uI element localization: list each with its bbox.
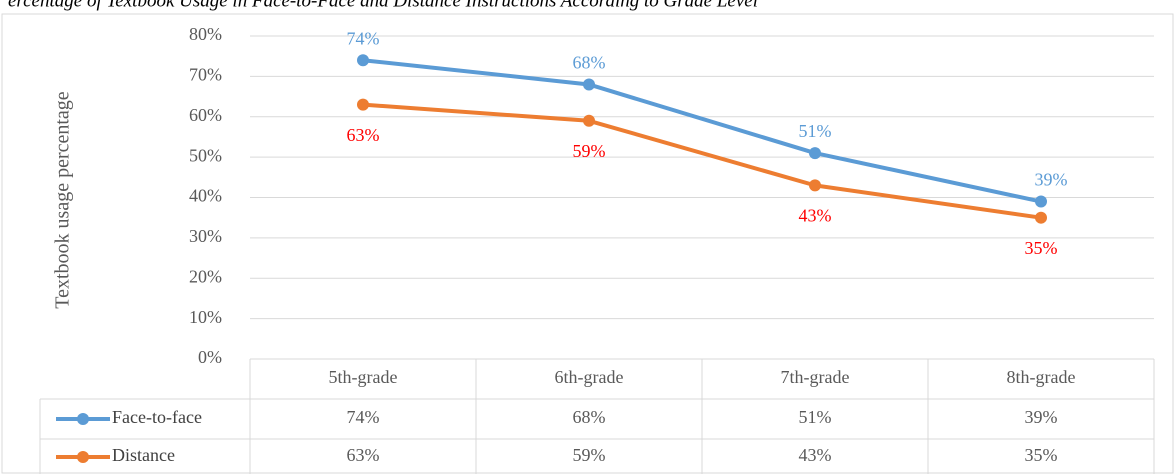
data-label: 43% <box>799 206 832 226</box>
y-tick-label: 60% <box>189 105 222 125</box>
legend-marker <box>77 413 89 425</box>
y-tick-label: 0% <box>198 347 222 367</box>
table-cell: 39% <box>1025 407 1058 427</box>
point <box>809 147 821 160</box>
legend-label: Distance <box>112 445 175 465</box>
point <box>1035 211 1047 224</box>
data-label: 35% <box>1025 238 1058 258</box>
point <box>357 54 369 67</box>
data-label: 63% <box>347 125 380 145</box>
table-cell: 59% <box>573 445 606 465</box>
legend-label: Face-to-face <box>112 407 202 427</box>
table-cell: 63% <box>347 445 380 465</box>
chart-title: ercentage of Textbook Usage in Face-to-F… <box>8 0 758 11</box>
data-label: 74% <box>347 28 380 48</box>
data-label: 59% <box>573 141 606 161</box>
y-tick-label: 20% <box>189 266 222 286</box>
point <box>583 114 595 127</box>
table-cell: 51% <box>799 407 832 427</box>
data-label: 39% <box>1035 170 1068 190</box>
point <box>583 78 595 91</box>
x-tick-label: 5th-grade <box>329 367 398 387</box>
legend-marker <box>77 451 89 463</box>
series-line <box>362 58 1042 204</box>
x-tick-label: 7th-grade <box>781 367 850 387</box>
y-axis-title: Textbook usage percentage <box>52 91 74 309</box>
y-tick-label: 50% <box>189 145 222 165</box>
x-tick-label: 6th-grade <box>555 367 624 387</box>
series-line <box>362 102 1042 220</box>
table-cell: 43% <box>799 445 832 465</box>
y-tick-label: 10% <box>189 307 222 327</box>
table-cell: 35% <box>1025 445 1058 465</box>
chart-border <box>1 13 1174 474</box>
data-label: 51% <box>799 121 832 141</box>
table-cell: 74% <box>347 407 380 427</box>
point <box>1035 195 1047 208</box>
table-cell: 68% <box>573 407 606 427</box>
point <box>809 179 821 192</box>
x-tick-label: 8th-grade <box>1007 367 1076 387</box>
y-tick-label: 80% <box>189 24 222 44</box>
point <box>357 98 369 111</box>
y-tick-label: 70% <box>189 65 222 85</box>
data-label: 68% <box>573 53 606 73</box>
y-tick-label: 30% <box>189 226 222 246</box>
y-tick-label: 40% <box>189 186 222 206</box>
